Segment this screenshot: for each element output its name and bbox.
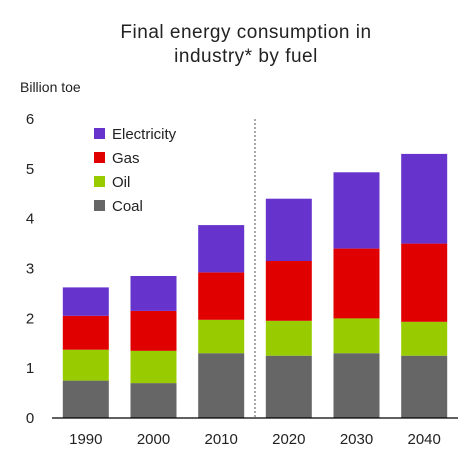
bar-coal-1990: [62, 380, 109, 418]
bar-gas-1990: [62, 315, 109, 350]
x-tick-label-2010: 2010: [205, 431, 238, 448]
bar-electricity-2000: [130, 276, 177, 311]
bar-electricity-2010: [198, 225, 245, 273]
legend-label-electricity: Electricity: [112, 126, 177, 143]
legend-label-gas: Gas: [112, 150, 140, 167]
y-tick-label: 5: [26, 161, 34, 178]
legend: Electricity Gas Oil Coal: [94, 126, 177, 215]
bar-gas-2010: [198, 272, 245, 320]
legend-swatch-gas: [94, 152, 105, 163]
legend-label-coal: Coal: [112, 198, 143, 215]
chart-title-line-1: Final energy consumption in: [120, 22, 371, 43]
x-tick-label-1990: 1990: [69, 431, 102, 448]
legend-swatch-oil: [94, 176, 105, 187]
bar-oil-2000: [130, 350, 177, 384]
bar-electricity-2040: [401, 153, 448, 244]
y-tick-label: 6: [26, 111, 34, 128]
y-tick-label: 4: [26, 211, 34, 228]
x-tick-label-2040: 2040: [408, 431, 441, 448]
bar-electricity-1990: [62, 287, 109, 316]
y-tick-label: 1: [26, 360, 34, 377]
bar-gas-2000: [130, 310, 177, 351]
bars: [62, 153, 448, 418]
bar-coal-2040: [401, 355, 448, 418]
x-axis-ticks: 1990 2000 2010 2020 2030 2040: [69, 431, 441, 448]
bar-coal-2030: [333, 353, 380, 418]
legend-label-oil: Oil: [112, 174, 130, 191]
bar-gas-2020: [265, 261, 312, 321]
bar-oil-2010: [198, 319, 245, 354]
legend-swatch-coal: [94, 200, 105, 211]
bar-gas-2040: [401, 243, 448, 322]
bar-coal-2000: [130, 383, 177, 418]
x-tick-label-2030: 2030: [340, 431, 373, 448]
y-axis-ticks: 0 1 2 3 4 5 6: [26, 111, 34, 427]
x-tick-label-2020: 2020: [272, 431, 305, 448]
bar-gas-2030: [333, 248, 380, 319]
bar-oil-2020: [265, 320, 312, 356]
bar-oil-2030: [333, 318, 380, 354]
legend-swatch-electricity: [94, 128, 105, 139]
unit-label: Billion toe: [20, 79, 81, 95]
y-tick-label: 3: [26, 261, 34, 278]
bar-electricity-2020: [265, 198, 312, 261]
bar-oil-1990: [62, 349, 109, 381]
y-tick-label: 2: [26, 310, 34, 327]
bar-coal-2020: [265, 355, 312, 418]
y-tick-label: 0: [26, 410, 34, 427]
x-tick-label-2000: 2000: [137, 431, 170, 448]
bar-electricity-2030: [333, 172, 380, 249]
chart-title-line-2: industry* by fuel: [174, 46, 318, 67]
bar-coal-2010: [198, 353, 245, 418]
bar-oil-2040: [401, 321, 448, 356]
